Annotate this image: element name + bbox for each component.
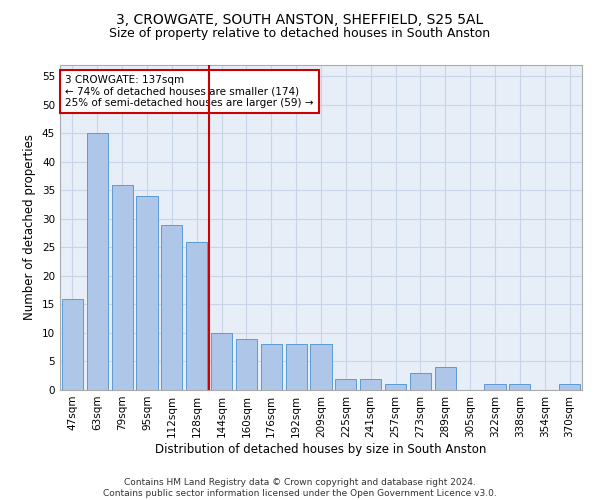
Bar [211,333,232,390]
Text: 3 CROWGATE: 137sqm
← 74% of detached houses are smaller (174)
25% of semi-detach: 3 CROWGATE: 137sqm ← 74% of detached hou… [65,74,314,108]
Bar [87,134,108,390]
Bar [360,378,381,390]
Bar [559,384,580,390]
Bar [161,224,182,390]
Bar [484,384,506,390]
Text: 3, CROWGATE, SOUTH ANSTON, SHEFFIELD, S25 5AL: 3, CROWGATE, SOUTH ANSTON, SHEFFIELD, S2… [116,12,484,26]
Bar [509,384,530,390]
Text: Size of property relative to detached houses in South Anston: Size of property relative to detached ho… [109,28,491,40]
Bar [335,378,356,390]
Bar [136,196,158,390]
Bar [112,184,133,390]
Bar [186,242,207,390]
Bar [62,299,83,390]
Text: Contains HM Land Registry data © Crown copyright and database right 2024.
Contai: Contains HM Land Registry data © Crown c… [103,478,497,498]
Bar [261,344,282,390]
Bar [385,384,406,390]
Bar [435,367,456,390]
Bar [236,338,257,390]
Y-axis label: Number of detached properties: Number of detached properties [23,134,37,320]
Bar [286,344,307,390]
X-axis label: Distribution of detached houses by size in South Anston: Distribution of detached houses by size … [155,442,487,456]
Bar [410,373,431,390]
Bar [310,344,332,390]
